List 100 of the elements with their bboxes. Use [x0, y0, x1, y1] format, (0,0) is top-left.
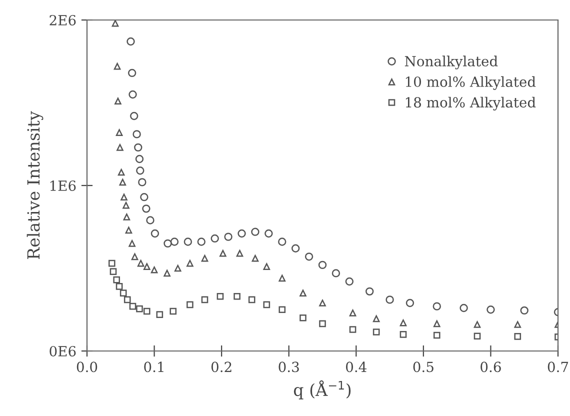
point	[514, 321, 522, 328]
point	[372, 315, 380, 322]
point	[136, 305, 143, 312]
point	[278, 306, 286, 314]
point	[300, 314, 306, 322]
point	[170, 308, 177, 315]
point	[186, 260, 194, 267]
point	[224, 232, 232, 241]
point	[128, 90, 137, 99]
point	[122, 202, 130, 209]
point	[136, 166, 144, 175]
point	[514, 333, 522, 340]
point	[263, 301, 270, 308]
point	[120, 194, 128, 200]
point	[184, 238, 192, 246]
point	[349, 310, 356, 316]
y-tick-label: 2E6	[50, 14, 76, 26]
point	[319, 300, 326, 306]
point	[520, 306, 528, 315]
y-axis-title: Relative Intensity	[26, 111, 44, 260]
point	[386, 296, 394, 304]
point	[278, 238, 286, 246]
point	[170, 238, 179, 246]
point	[201, 296, 208, 304]
point	[116, 129, 123, 136]
x-tick-label: 0.2	[211, 362, 232, 372]
point	[174, 264, 182, 272]
y-tick-label: 0E6	[50, 346, 76, 356]
point	[143, 308, 150, 315]
point	[150, 229, 160, 238]
legend-label: Nonalkylated	[404, 56, 498, 70]
point	[300, 290, 306, 296]
x-axis-title: q (Å$^{−1}$)	[294, 380, 351, 400]
point	[138, 178, 146, 186]
point	[112, 20, 119, 27]
point	[236, 250, 244, 257]
point	[406, 298, 414, 308]
point	[140, 192, 148, 202]
point	[264, 229, 273, 238]
point	[432, 302, 441, 310]
point	[126, 37, 135, 46]
point	[474, 332, 481, 340]
point	[486, 306, 495, 314]
point	[137, 260, 144, 267]
point	[124, 296, 131, 304]
point	[366, 287, 374, 296]
point	[134, 143, 142, 152]
point	[400, 331, 407, 338]
point	[143, 263, 150, 270]
point	[474, 321, 481, 328]
point	[128, 68, 136, 78]
point	[332, 269, 340, 278]
point	[460, 304, 468, 312]
point	[125, 226, 132, 234]
point	[349, 326, 356, 333]
point	[433, 332, 440, 339]
x-tick-label: 0.4	[346, 362, 366, 372]
point	[248, 296, 256, 304]
point	[116, 283, 123, 290]
point	[135, 154, 144, 164]
point	[114, 98, 122, 104]
x-tick-label: 0.1	[144, 362, 164, 372]
point	[130, 112, 138, 120]
point	[304, 252, 314, 261]
point	[278, 274, 286, 282]
x-tick-label: 0.3	[278, 362, 299, 372]
point	[118, 168, 125, 176]
x-tick-label: 0.7	[548, 362, 568, 372]
point	[197, 238, 206, 246]
point	[129, 302, 136, 310]
point	[318, 260, 327, 270]
legend-label: 10 mol% Alkylated	[406, 76, 536, 90]
point	[110, 268, 117, 275]
point	[142, 204, 150, 213]
point	[131, 253, 138, 260]
point	[234, 292, 240, 300]
point	[291, 244, 300, 252]
point	[345, 277, 354, 286]
point	[263, 263, 270, 270]
point	[123, 214, 130, 220]
point	[238, 229, 246, 238]
point	[186, 301, 194, 308]
point	[119, 178, 126, 186]
point	[164, 239, 172, 248]
legend-label: 18 mol% Alkylated	[406, 96, 536, 110]
point	[113, 276, 120, 284]
point	[120, 290, 127, 296]
point	[220, 250, 226, 257]
point	[128, 240, 136, 247]
point	[114, 62, 121, 70]
point	[319, 320, 326, 328]
point	[433, 320, 440, 328]
point	[400, 319, 407, 326]
x-tick-label: 0.5	[413, 362, 434, 372]
point	[108, 260, 116, 267]
point	[372, 328, 380, 336]
y-tick-label: 1E6	[50, 180, 76, 191]
x-tick-label: 0.0	[76, 362, 98, 372]
point	[156, 311, 164, 318]
point	[132, 130, 141, 138]
